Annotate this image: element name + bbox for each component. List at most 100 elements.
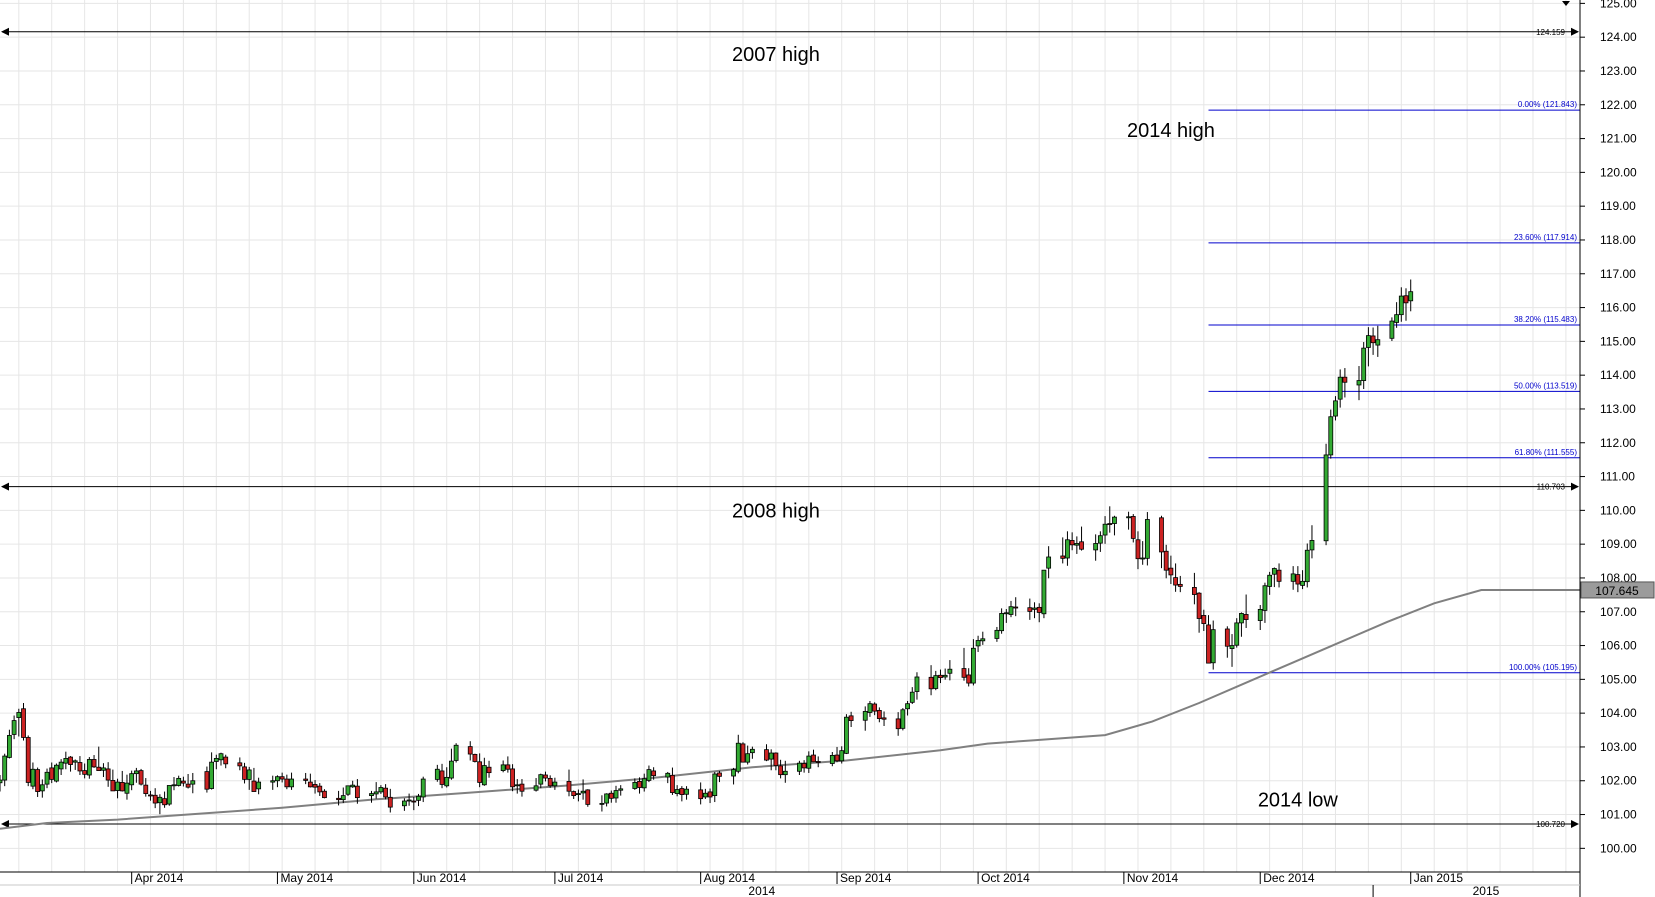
candle [876,707,882,723]
level-arrow-right [1571,820,1579,829]
candle [585,789,591,807]
candle [538,773,544,789]
candle [1069,532,1075,551]
candle-body-up [166,785,172,805]
candle-body-up [1074,543,1080,546]
candle-body-up [1093,543,1099,551]
candle [510,764,515,792]
candle [148,790,153,801]
candle-body-down [162,798,167,806]
candle-body-up [1271,568,1277,575]
candle [1262,582,1268,623]
x-month-label: Oct 2014 [981,871,1030,885]
candle [1398,287,1404,322]
candle [641,773,647,792]
x-month-label: May 2014 [280,871,333,885]
candle-body-up [0,779,3,784]
fib-level-label: 100.00% (105.195) [1509,663,1577,672]
fib-level-label: 38.20% (115.483) [1514,315,1577,324]
candle [895,712,901,736]
candle [157,794,163,815]
candle-body-up [735,742,741,772]
candle [547,775,553,788]
level-arrow-left [1,820,9,829]
x-month-label: Nov 2014 [1127,871,1179,885]
level-arrow-left [1,27,9,36]
candle-body-down [251,780,257,792]
candle [58,759,64,775]
candle-body-down [68,756,73,765]
candle [1032,602,1037,619]
candle-body-down [585,789,591,805]
candle [44,768,50,789]
candle [1356,366,1362,401]
candle [797,760,802,775]
candle [674,785,680,797]
candle-body-up [1234,622,1240,646]
candle-body-up [270,780,276,783]
candle-body-up [86,759,92,776]
candle [1060,537,1066,564]
candle [1276,563,1282,588]
candle-body-up [1262,585,1268,611]
candle [0,774,3,792]
candle-body-down [237,762,243,767]
candle [1107,506,1113,533]
candle [801,760,807,773]
candle-body-up [1097,535,1103,544]
candle-body-down [547,777,553,787]
candle [608,790,614,803]
candle-body-down [486,766,492,774]
candle-body-down [1168,567,1174,576]
candle-body-up [797,762,802,772]
candle-body-down [1201,615,1207,624]
candle [54,763,59,783]
y-tick-label: 103.00 [1600,740,1637,754]
candle [1046,546,1052,579]
candle [1290,566,1296,590]
candle-body-down [1224,628,1230,647]
candle-body-down [322,790,327,799]
candle [1229,634,1235,667]
candle-body-down [354,785,360,799]
candle-body-down [439,770,445,785]
candle-body-down [1013,606,1019,609]
candle-body-up [1337,376,1343,400]
candle-body-up [599,802,605,805]
candle [251,767,257,792]
candle [166,785,172,806]
candle [1201,609,1207,632]
candle [1093,534,1099,561]
candle-body-up [580,790,586,794]
candle-body-down [961,668,967,678]
candle [867,700,873,717]
candle [552,777,558,790]
candle [1144,512,1150,566]
candle-body-down [848,715,854,721]
candle [1300,570,1305,590]
candle [350,780,356,788]
candle [16,708,22,737]
candle-body-up [552,781,558,787]
candle-body-down [1036,606,1042,613]
candle-body-up [994,629,1000,639]
candle [1003,609,1009,623]
candle [580,779,586,800]
candle [420,776,426,803]
candle-body-down [1403,295,1409,304]
candle-body-up [533,785,539,791]
candle-body-up [1065,539,1070,559]
candle-body-down [543,774,548,779]
candle-body-down [152,794,158,804]
candle [467,741,473,761]
candle-body-down [143,784,149,794]
candle [618,785,624,796]
candle [1239,612,1244,637]
candle-body-up [844,716,849,754]
candle-body-down [25,737,31,783]
candle-body-up [1361,347,1367,381]
candle-body-up [839,750,845,762]
candle-body-down [1295,574,1301,585]
candle [101,763,106,778]
annotation-label: 2014 high [1127,120,1215,142]
